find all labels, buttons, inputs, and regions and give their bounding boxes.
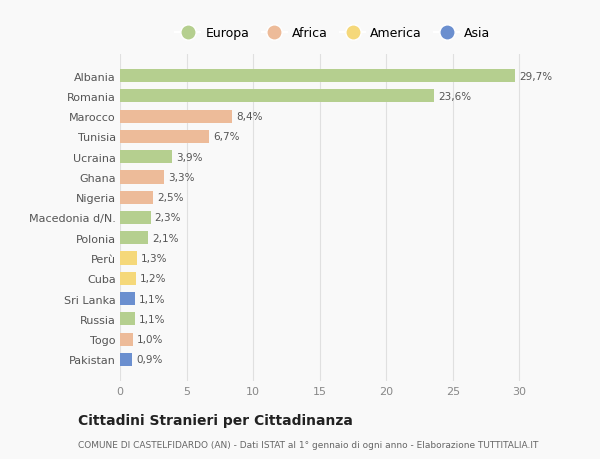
- Bar: [120, 212, 151, 224]
- Text: 2,3%: 2,3%: [155, 213, 181, 223]
- Bar: [120, 313, 134, 326]
- Text: 1,1%: 1,1%: [139, 294, 165, 304]
- Text: 1,3%: 1,3%: [142, 253, 168, 263]
- Text: COMUNE DI CASTELFIDARDO (AN) - Dati ISTAT al 1° gennaio di ogni anno - Elaborazi: COMUNE DI CASTELFIDARDO (AN) - Dati ISTA…: [78, 441, 538, 449]
- Bar: [120, 191, 153, 204]
- Bar: [120, 110, 232, 123]
- Text: 29,7%: 29,7%: [520, 72, 553, 81]
- Text: 8,4%: 8,4%: [236, 112, 262, 122]
- Bar: [120, 151, 172, 164]
- Text: Cittadini Stranieri per Cittadinanza: Cittadini Stranieri per Cittadinanza: [78, 414, 353, 428]
- Text: 2,5%: 2,5%: [157, 193, 184, 203]
- Bar: [120, 353, 132, 366]
- Text: 1,2%: 1,2%: [140, 274, 166, 284]
- Legend: Europa, Africa, America, Asia: Europa, Africa, America, Asia: [170, 22, 496, 45]
- Bar: [120, 232, 148, 245]
- Bar: [120, 70, 515, 83]
- Text: 1,0%: 1,0%: [137, 334, 164, 344]
- Bar: [120, 130, 209, 144]
- Bar: [120, 292, 134, 306]
- Text: 1,1%: 1,1%: [139, 314, 165, 324]
- Text: 6,7%: 6,7%: [213, 132, 239, 142]
- Bar: [120, 333, 133, 346]
- Bar: [120, 252, 137, 265]
- Text: 0,9%: 0,9%: [136, 355, 163, 364]
- Bar: [120, 90, 434, 103]
- Text: 23,6%: 23,6%: [438, 92, 471, 102]
- Text: 3,9%: 3,9%: [176, 152, 202, 162]
- Bar: [120, 272, 136, 285]
- Bar: [120, 171, 164, 184]
- Text: 2,1%: 2,1%: [152, 233, 178, 243]
- Text: 3,3%: 3,3%: [168, 173, 194, 183]
